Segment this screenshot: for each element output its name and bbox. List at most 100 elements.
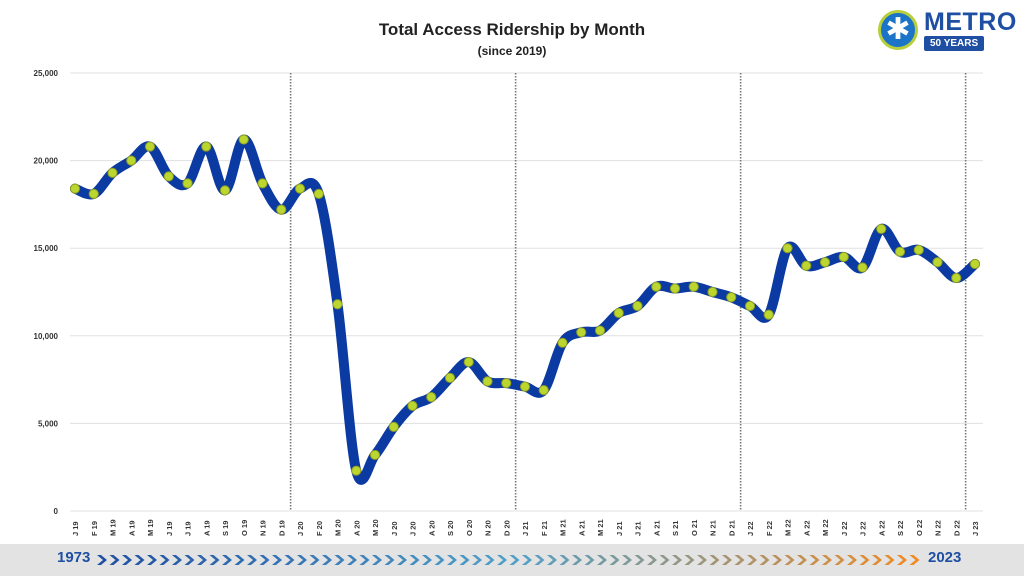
x-tick-label: M 22	[784, 519, 793, 536]
chevron-arrow	[259, 555, 270, 565]
x-tick-label: F 22	[765, 521, 774, 536]
chevron-arrow	[484, 555, 495, 565]
data-point	[444, 372, 456, 383]
x-tick-label: O 22	[915, 520, 924, 536]
chevron-arrow	[784, 555, 795, 565]
chevron-arrow	[109, 555, 120, 565]
data-point	[819, 257, 831, 268]
data-point	[257, 178, 268, 189]
chevron-arrow	[834, 555, 845, 565]
x-tick-label: F 20	[315, 521, 324, 536]
y-axis-ticks: 0 5,000 10,000 15,000 20,000 25,000	[34, 69, 59, 516]
chevron-arrow	[584, 555, 595, 565]
chevron-arrow	[247, 555, 257, 565]
chart-title: Total Access Ridership by Month	[378, 20, 646, 39]
y-tick-label: 25,000	[34, 69, 59, 78]
x-tick-label: M 19	[146, 519, 155, 536]
data-point	[107, 167, 118, 178]
x-tick-label: S 22	[896, 521, 905, 536]
chevron-arrow	[822, 555, 832, 565]
x-tick-label: J 22	[746, 521, 755, 536]
data-point	[744, 300, 756, 312]
banner-start-year: 1973	[57, 549, 91, 566]
data-point	[857, 262, 868, 273]
x-tick-label: N 22	[934, 520, 943, 536]
metro-50-years-logo: ✱ METRO 50 YEARS	[878, 8, 1018, 54]
data-point	[201, 141, 212, 152]
chevron-arrow	[159, 555, 170, 565]
chevron-arrow	[597, 555, 607, 565]
x-tick-label: S 20	[446, 521, 455, 536]
chevron-arrow	[684, 555, 695, 565]
data-point	[913, 244, 924, 256]
star-of-life-icon: ✱	[885, 12, 911, 47]
chevron-arrow	[659, 555, 670, 565]
data-point	[407, 400, 418, 411]
x-tick-label: J 20	[409, 521, 418, 536]
data-point	[501, 378, 512, 389]
data-point	[69, 183, 81, 194]
chevron-arrow	[472, 555, 482, 565]
chevron-arrow	[859, 555, 870, 565]
x-tick-label: D 19	[277, 520, 286, 536]
chevron-arrow	[272, 555, 282, 565]
chevron-arrow	[284, 555, 295, 565]
x-tick-label: J 19	[184, 521, 193, 536]
data-point	[519, 381, 531, 392]
y-tick-label: 5,000	[38, 419, 59, 428]
data-point	[707, 286, 718, 298]
chevron-arrow	[197, 555, 207, 565]
x-tick-label: N 20	[484, 520, 493, 536]
gridlines	[70, 72, 983, 512]
x-tick-label: N 19	[259, 520, 268, 536]
data-point	[688, 281, 699, 292]
chevron-arrow	[622, 555, 632, 565]
data-point	[651, 281, 662, 292]
chevron-arrow	[147, 555, 157, 565]
data-point	[782, 243, 793, 254]
x-tick-label: M 21	[596, 519, 605, 536]
x-tick-label: F 19	[90, 521, 99, 536]
chevron-arrow	[409, 555, 420, 565]
x-tick-label: O 20	[465, 520, 474, 536]
anniversary-banner: 1973 2023	[0, 544, 1024, 576]
chevron-arrow	[122, 555, 132, 565]
data-point	[951, 272, 962, 284]
chevron-arrow	[772, 555, 782, 565]
data-point	[463, 356, 474, 368]
series-points	[69, 134, 981, 476]
chevron-arrow	[434, 555, 445, 565]
banner-end-year: 2023	[928, 549, 962, 566]
x-tick-label: M 20	[334, 519, 343, 536]
data-point	[388, 421, 399, 433]
x-tick-label: J 20	[390, 521, 399, 536]
ridership-line-chart: 0 5,000 10,000 15,000 20,000 25,000 J 19 F 19 M…	[34, 69, 983, 536]
chevron-arrow	[847, 555, 857, 565]
chevron-arrow	[372, 555, 382, 565]
x-tick-label: J 19	[71, 521, 80, 536]
x-tick-label: O 21	[690, 520, 699, 536]
chevron-arrow	[297, 555, 307, 565]
chevron-arrow	[709, 555, 720, 565]
x-tick-label: F 21	[540, 521, 549, 536]
chevron-arrow	[347, 555, 357, 565]
data-point	[576, 327, 587, 338]
chevron-arrow	[884, 555, 895, 565]
x-tick-label: J 23	[971, 521, 980, 536]
x-tick-label: D 20	[502, 520, 511, 536]
data-point	[969, 258, 981, 270]
chevron-arrow	[534, 555, 545, 565]
x-tick-label: A 22	[877, 520, 886, 536]
data-point	[426, 392, 437, 403]
x-tick-label: A 20	[427, 520, 436, 536]
chevron-arrow	[722, 555, 732, 565]
data-point	[219, 185, 231, 196]
chevron-arrow	[522, 555, 532, 565]
series-line	[70, 134, 980, 485]
x-tick-label: A 22	[802, 520, 811, 536]
x-tick-label: S 21	[671, 521, 680, 536]
year-separators	[289, 73, 967, 511]
data-point	[838, 251, 849, 263]
chevron-arrow	[97, 555, 107, 565]
data-point	[482, 376, 493, 387]
